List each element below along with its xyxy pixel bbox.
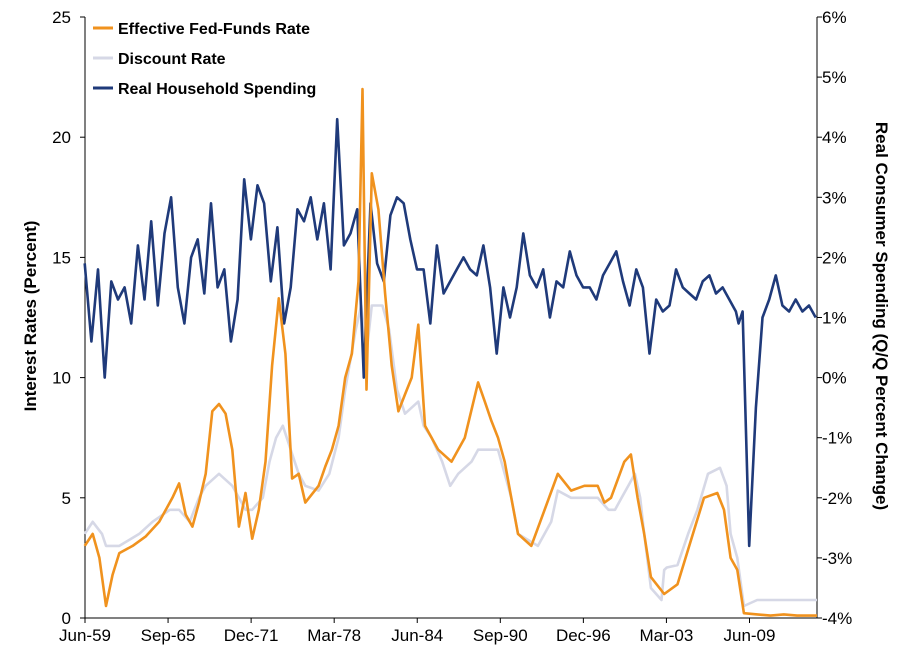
legend-label-discount: Discount Rate xyxy=(118,51,226,68)
fed-funds-rate-line xyxy=(83,87,817,617)
household-spending-line xyxy=(83,117,817,548)
x-tick-label: Jun-09 xyxy=(723,626,775,645)
right-axis-title: Real Consumer Spending (Q/Q Percent Chan… xyxy=(872,122,891,510)
left-tick-label: 25 xyxy=(52,8,71,27)
right-tick-label: 1% xyxy=(822,309,847,328)
x-tick-label: Mar-78 xyxy=(307,626,361,645)
left-tick-label: 0 xyxy=(62,609,71,628)
x-tick-label: Jun-59 xyxy=(59,626,111,645)
x-tick-label: Jun-84 xyxy=(391,626,443,645)
right-tick-label: 5% xyxy=(822,68,847,87)
x-tick-label: Dec-96 xyxy=(556,626,611,645)
legend-label-fed-funds: Effective Fed-Funds Rate xyxy=(118,21,310,38)
right-tick-label: -1% xyxy=(822,429,852,448)
discount-rate-line xyxy=(83,304,817,608)
legend: Effective Fed-Funds Rate Discount Rate R… xyxy=(93,21,316,98)
left-axis-ticks: 0 5 10 15 20 25 xyxy=(52,8,85,628)
right-tick-label: -2% xyxy=(822,489,852,508)
right-tick-label: 2% xyxy=(822,248,847,267)
right-tick-label: -3% xyxy=(822,549,852,568)
left-axis-title: Interest Rates (Percent) xyxy=(21,221,40,412)
right-tick-label: -4% xyxy=(822,609,852,628)
x-tick-label: Sep-90 xyxy=(473,626,528,645)
right-tick-label: 6% xyxy=(822,8,847,27)
x-tick-label: Sep-65 xyxy=(141,626,196,645)
right-axis-ticks: -4% -3% -2% -1% 0% 1% 2% 3% 4% 5% 6% xyxy=(817,8,852,628)
right-tick-label: 0% xyxy=(822,369,847,388)
left-tick-label: 15 xyxy=(52,248,71,267)
x-tick-label: Dec-71 xyxy=(224,626,279,645)
left-tick-label: 5 xyxy=(62,489,71,508)
right-tick-label: 4% xyxy=(822,128,847,147)
x-tick-label: Mar-03 xyxy=(639,626,693,645)
left-tick-label: 20 xyxy=(52,128,71,147)
series-layer xyxy=(83,87,817,617)
x-axis-ticks: Jun-59 Sep-65 Dec-71 Mar-78 Jun-84 Sep-90 Dec-… xyxy=(59,618,775,645)
right-tick-label: 3% xyxy=(822,188,847,207)
left-tick-label: 10 xyxy=(52,369,71,388)
legend-label-household-spending: Real Household Spending xyxy=(118,81,316,98)
